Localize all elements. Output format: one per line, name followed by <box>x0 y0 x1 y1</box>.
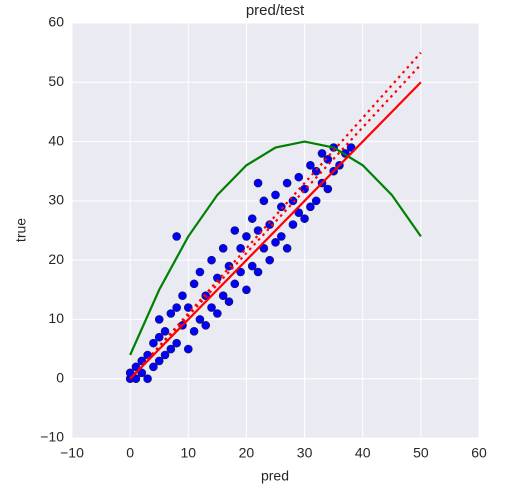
scatter-point <box>253 178 263 188</box>
scatter-point <box>224 261 234 271</box>
y-tick-label: 60 <box>48 14 64 30</box>
y-tick-label: 0 <box>56 369 64 385</box>
scatter-point <box>207 255 216 265</box>
scatter-point <box>154 332 164 342</box>
scatter-point <box>311 196 321 206</box>
scatter-point <box>294 172 304 182</box>
scatter-point <box>154 315 164 324</box>
y-axis-label: true <box>13 218 29 242</box>
scatter-point <box>277 232 286 241</box>
scatter-point <box>189 279 199 289</box>
x-axis-label: pred <box>261 468 289 484</box>
line <box>129 81 422 380</box>
scatter-point <box>195 267 205 277</box>
scatter-point <box>189 326 199 336</box>
scatter-point <box>131 374 141 384</box>
x-tick-label: 30 <box>297 445 313 461</box>
y-tick-label: 30 <box>48 192 64 208</box>
scatter-point <box>137 368 147 378</box>
scatter-point <box>306 160 315 170</box>
scatter-point <box>178 291 187 301</box>
x-tick-label: 20 <box>239 445 255 461</box>
scatter-point <box>166 309 176 318</box>
scatter-point <box>242 232 251 241</box>
scatter-point <box>160 326 170 336</box>
scatter-point <box>259 243 269 253</box>
chart-title: pred/test <box>246 2 305 19</box>
scatter-point <box>247 261 257 271</box>
y-tick-label: 50 <box>48 73 64 89</box>
scatter-point <box>253 267 263 277</box>
scatter-point <box>300 214 309 223</box>
scatter-point <box>294 208 304 218</box>
scatter-point <box>277 202 286 212</box>
scatter-point <box>271 238 280 247</box>
scatter-point <box>172 338 181 348</box>
scatter-point <box>218 291 228 301</box>
scatter-point <box>172 303 181 312</box>
scatter-point <box>236 267 245 277</box>
scatter-point <box>183 303 193 312</box>
scatter-point <box>282 178 292 188</box>
y-tick-label: −10 <box>40 429 64 445</box>
scatter-point <box>242 285 251 295</box>
scatter-point <box>317 149 327 158</box>
scatter-point <box>154 356 164 366</box>
x-tick-label: −10 <box>60 445 84 461</box>
scatter-point <box>265 220 274 229</box>
x-tick-label: 60 <box>471 445 487 461</box>
scatter-point <box>195 315 205 324</box>
x-tick-label: 40 <box>355 445 371 461</box>
x-tick-label: 10 <box>180 445 196 461</box>
y-tick-label: 40 <box>48 132 64 148</box>
scatter-point <box>218 243 228 253</box>
scatter-point <box>323 155 333 164</box>
scatter-point <box>230 279 240 289</box>
x-tick-label: 0 <box>126 445 134 461</box>
scatter-point <box>265 255 274 265</box>
line <box>129 51 422 380</box>
scatter-point <box>149 362 158 372</box>
scatter-point <box>143 374 152 384</box>
scatter-point <box>236 243 245 253</box>
scatter-point <box>306 202 315 212</box>
scatter-point <box>213 309 222 318</box>
x-tick-label: 50 <box>413 445 429 461</box>
scatter-point <box>230 226 240 235</box>
scatter-point <box>166 344 176 354</box>
scatter-point <box>288 220 298 229</box>
line <box>129 140 422 356</box>
scatter-point <box>224 297 234 306</box>
scatter-point <box>259 196 269 206</box>
scatter-point <box>183 344 193 354</box>
scatter-point <box>346 143 356 152</box>
scatter-point <box>201 321 211 330</box>
scatter-point <box>149 338 158 348</box>
scatter-point <box>282 243 292 253</box>
scatter-point <box>247 214 257 223</box>
scatter-point <box>160 350 170 360</box>
scatter-point <box>207 303 216 312</box>
scatter-point <box>172 232 181 241</box>
scatter-point <box>323 184 333 194</box>
y-tick-label: 10 <box>48 310 64 326</box>
y-tick-label: 20 <box>48 251 64 267</box>
scatter-point <box>271 190 280 200</box>
